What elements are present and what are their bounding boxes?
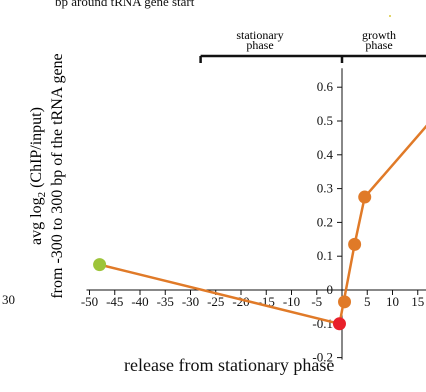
data-point <box>332 317 346 331</box>
y-tick-label: -0.2 <box>312 350 333 365</box>
x-tick-label: -25 <box>207 294 224 309</box>
phase-label-growth: growth phase <box>349 28 409 52</box>
x-tick-label: 10 <box>386 294 399 309</box>
phase-label-stationary: stationary phase <box>225 28 295 52</box>
bottom-caption: release from stationary phase <box>124 355 335 375</box>
data-point <box>338 295 352 309</box>
x-tick-label: -45 <box>106 294 123 309</box>
left-edge-number: 30 <box>2 292 15 307</box>
legend-dot <box>389 15 391 17</box>
y-tick-label: 0.3 <box>317 181 333 196</box>
y-tick-label: 0 <box>327 282 334 297</box>
phase-stationary-line1: stationary <box>236 28 284 42</box>
x-tick-label: 5 <box>364 294 371 309</box>
data-point <box>93 258 107 272</box>
x-tick-label: -5 <box>311 294 322 309</box>
y-tick-label: 0.4 <box>317 147 334 162</box>
y-tick-label: 0.2 <box>317 214 333 229</box>
y-tick-label: 0.1 <box>317 248 333 263</box>
phase-growth-line1: growth <box>362 28 396 42</box>
phase-stationary-line2: phase <box>246 38 274 52</box>
y-tick-label: 0.6 <box>317 79 334 94</box>
y-tick-label: 0.5 <box>317 113 333 128</box>
x-tick-label: -30 <box>182 294 199 309</box>
y-axis-label-line2: from -300 to 300 bp of the tRNA gene <box>49 53 67 299</box>
x-tick-label: -50 <box>81 294 98 309</box>
data-point <box>348 237 362 251</box>
x-tick-label: -35 <box>157 294 174 309</box>
data-point <box>358 190 372 204</box>
y-axis-label-line1: avg log2 (ChIP/input) <box>27 107 49 245</box>
top-axis-label: bp around tRNA gene start <box>55 0 195 9</box>
x-tick-label: -10 <box>283 294 300 309</box>
x-tick-label: 15 <box>411 294 424 309</box>
phase-growth-line2: phase <box>365 38 393 52</box>
x-tick-label: -40 <box>131 294 148 309</box>
